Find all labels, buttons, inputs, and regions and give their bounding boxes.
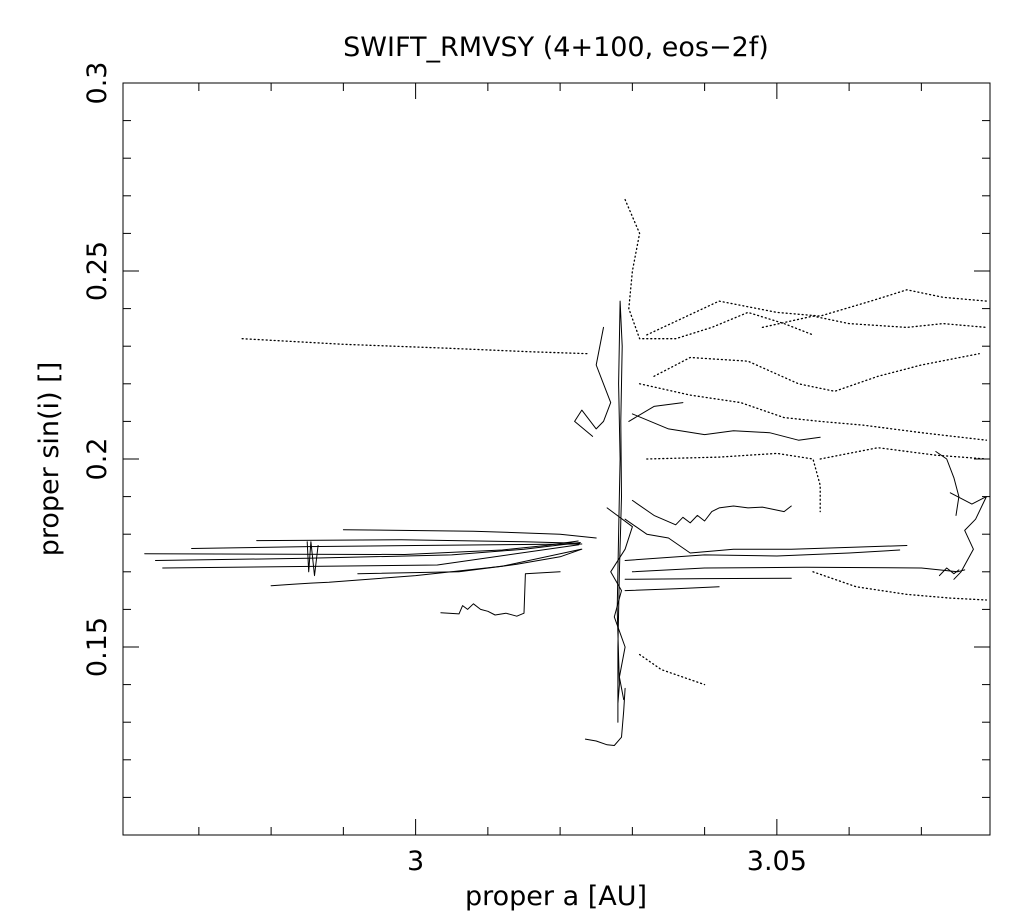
y-tick-label: 0.15 bbox=[82, 617, 113, 677]
series-line-19 bbox=[624, 549, 901, 561]
x-axis-label: proper a [AU] bbox=[465, 881, 647, 912]
series-line-11 bbox=[616, 300, 623, 723]
series-line-29 bbox=[761, 315, 988, 329]
series-line-14 bbox=[574, 326, 612, 437]
series-line-34 bbox=[812, 571, 988, 601]
series-line-4 bbox=[162, 544, 580, 569]
x-axis: 3 3.05 bbox=[198, 83, 922, 877]
series-line-27 bbox=[624, 198, 814, 340]
series-line-2 bbox=[155, 542, 581, 561]
y-tick-label: 0.25 bbox=[82, 241, 113, 301]
series-line-7 bbox=[306, 541, 319, 577]
series-line-26 bbox=[241, 338, 590, 355]
series-line-5 bbox=[256, 539, 581, 544]
chart-title: SWIFT_RMVSY (4+100, eos−2f) bbox=[343, 32, 769, 63]
series-line-28 bbox=[646, 289, 988, 336]
series-line-21 bbox=[624, 577, 792, 580]
x-tick-label: 3 bbox=[407, 846, 424, 877]
y-tick-label: 0.3 bbox=[82, 62, 113, 105]
series-line-25 bbox=[938, 567, 960, 577]
series-line-24 bbox=[935, 451, 960, 516]
series-line-8 bbox=[342, 529, 597, 539]
series-line-23 bbox=[949, 492, 987, 580]
series-line-13 bbox=[584, 687, 626, 746]
series-line-35 bbox=[638, 653, 706, 686]
series-line-33 bbox=[819, 447, 988, 460]
plot-frame bbox=[122, 82, 991, 836]
series-line-18 bbox=[624, 518, 908, 554]
series-line-17 bbox=[631, 499, 792, 526]
y-axis-label: proper sin(i) [] bbox=[34, 362, 65, 557]
series-line-31 bbox=[638, 383, 988, 441]
series-line-12 bbox=[606, 507, 633, 701]
y-tick-label: 0.2 bbox=[82, 438, 113, 481]
series-line-32 bbox=[646, 452, 821, 513]
series-line-22 bbox=[624, 586, 720, 592]
series-line-16 bbox=[631, 413, 821, 441]
series-line-15 bbox=[628, 402, 684, 422]
series-layer bbox=[144, 198, 988, 746]
series-line-3 bbox=[191, 543, 583, 549]
series-line-10 bbox=[440, 571, 561, 617]
series-line-9 bbox=[357, 548, 583, 575]
series-line-30 bbox=[653, 353, 980, 392]
plot-area-border bbox=[122, 82, 991, 836]
series-line-20 bbox=[631, 566, 966, 573]
x-tick-label: 3.05 bbox=[747, 846, 807, 877]
y-axis: 0.15 0.2 0.25 0.3 bbox=[82, 62, 990, 798]
